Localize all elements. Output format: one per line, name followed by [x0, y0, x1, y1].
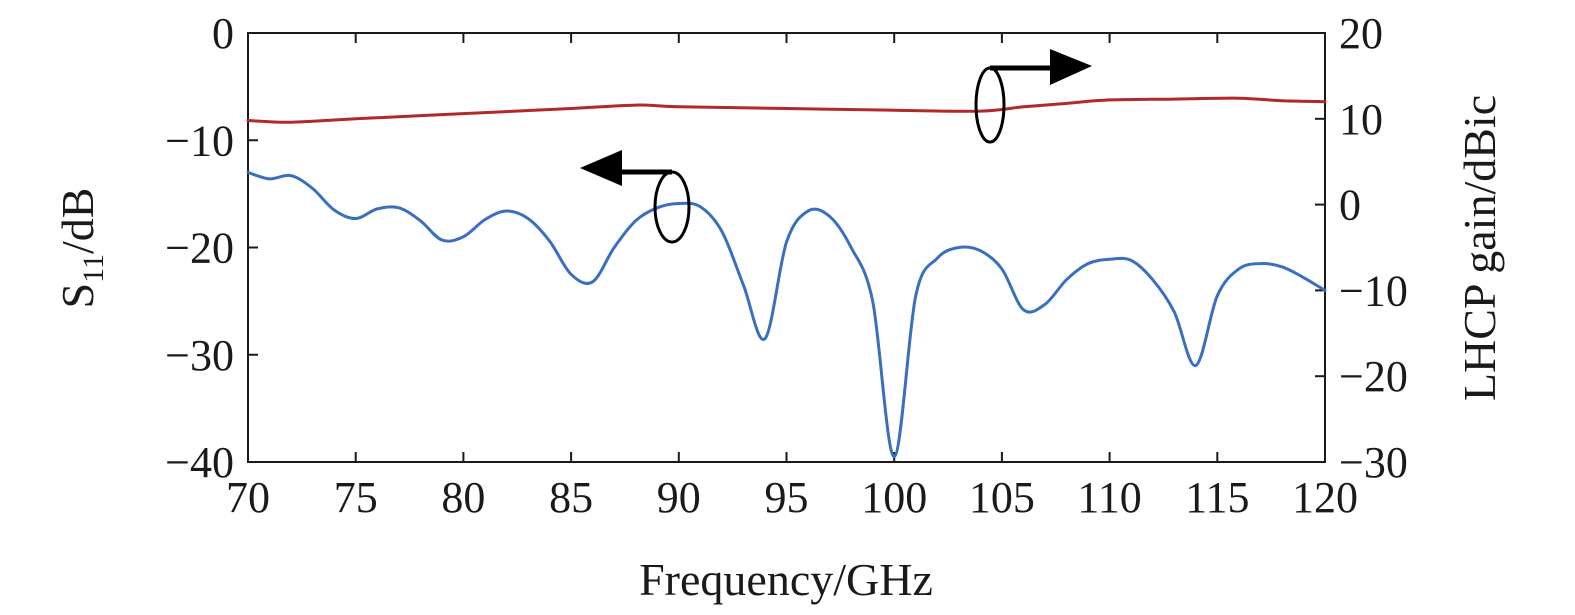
left-y-tick-label: −40 — [165, 438, 234, 487]
left-y-axis-title: S11/dB — [52, 188, 110, 309]
right-y-axis-ticks: 20 10 0 −10 −20 −30 — [1315, 9, 1408, 487]
right-axis-indicator — [974, 49, 1092, 144]
x-tick-label: 90 — [657, 473, 701, 522]
left-y-tick-label: −20 — [165, 224, 234, 273]
series-layer — [246, 96, 1327, 459]
right-axis-indicator-arrow — [1050, 49, 1092, 85]
right-y-tick-label: 10 — [1339, 95, 1383, 144]
right-y-axis-title: LHCP gain/dBic — [1454, 95, 1505, 401]
x-tick-label: 100 — [861, 473, 927, 522]
x-axis-title: Frequency/GHz — [639, 554, 933, 605]
s11-series-line — [246, 170, 1327, 459]
x-tick-label: 75 — [334, 473, 378, 522]
right-y-tick-label: 20 — [1339, 9, 1383, 58]
left-axis-indicator — [580, 150, 691, 244]
right-y-tick-label: −10 — [1339, 266, 1408, 315]
left-y-tick-label: −10 — [165, 116, 234, 165]
x-tick-label: 120 — [1292, 473, 1358, 522]
left-y-axis-title-sub: 11 — [77, 254, 110, 283]
right-y-tick-label: −20 — [1339, 352, 1408, 401]
right-y-tick-label: −30 — [1339, 438, 1408, 487]
x-tick-label: 115 — [1185, 473, 1249, 522]
x-tick-label: 85 — [549, 473, 593, 522]
right-axis-indicator-ellipse — [974, 66, 1006, 144]
x-tick-label: 95 — [765, 473, 809, 522]
x-tick-label: 110 — [1077, 473, 1141, 522]
x-tick-label: 80 — [441, 473, 485, 522]
left-y-tick-label: −30 — [165, 331, 234, 380]
x-tick-label: 70 — [226, 473, 270, 522]
left-y-tick-label: 0 — [212, 9, 234, 58]
x-tick-label: 105 — [969, 473, 1035, 522]
left-y-axis-title-main: S — [52, 283, 103, 309]
right-y-tick-label: 0 — [1339, 181, 1361, 230]
left-y-axis-ticks: 0 −10 −20 −30 −40 — [165, 9, 258, 487]
lhcp-gain-series-line — [246, 96, 1327, 124]
left-y-axis-title-rest: /dB — [52, 188, 103, 254]
left-axis-indicator-arrow — [580, 150, 622, 186]
x-axis-ticks: 70 75 80 85 90 95 100 105 110 115 120 — [226, 33, 1358, 522]
